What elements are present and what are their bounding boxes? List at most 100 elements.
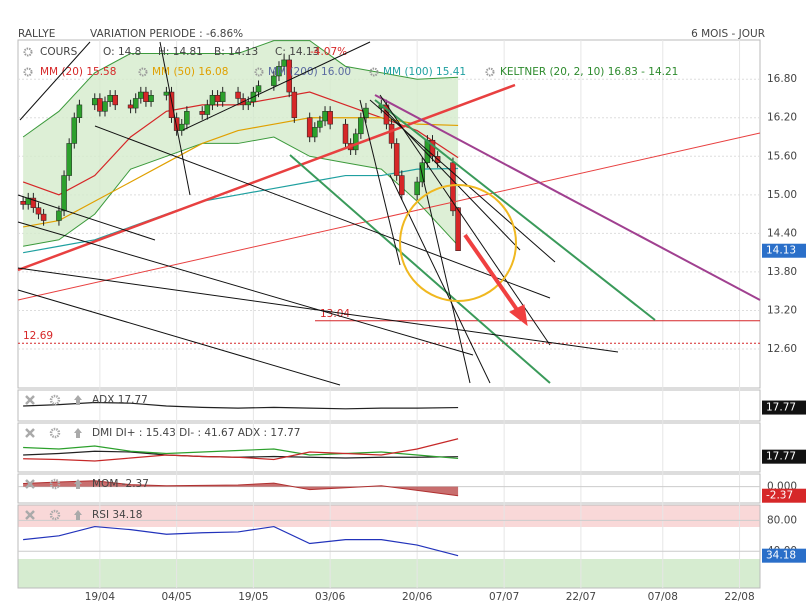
y-tick-label: 16.80 <box>767 73 797 85</box>
x-tick-label: 19/04 <box>85 591 116 603</box>
rsi-overbought-zone <box>18 505 760 527</box>
candle-body <box>184 111 190 125</box>
legend-entry: MM (50) 16.08 <box>152 66 228 78</box>
candle-body <box>327 111 333 125</box>
x-tick-label: 07/07 <box>489 591 519 603</box>
candle-body <box>291 91 298 118</box>
x-tick-label: 20/06 <box>402 591 433 603</box>
trend-line <box>19 41 91 121</box>
candle-body <box>97 98 103 112</box>
value-box-label: 17.77 <box>766 451 796 463</box>
trend-line <box>17 221 474 356</box>
highlight-circle <box>399 184 517 302</box>
trend-line <box>182 41 371 131</box>
move-icon <box>74 510 82 520</box>
candle-body <box>219 91 226 102</box>
legend-entry: MM (100) 15.41 <box>383 66 466 78</box>
candle-body <box>322 111 328 122</box>
candle-body <box>107 95 113 102</box>
close-icon <box>25 395 35 405</box>
indicator-title: RSI 34.18 <box>92 509 142 521</box>
candle-body <box>414 181 420 196</box>
drawings <box>17 41 761 386</box>
panel-frame <box>17 39 761 389</box>
candle-body <box>168 91 175 118</box>
candle-body <box>132 98 139 109</box>
trend-line <box>94 125 551 299</box>
trend-line <box>419 164 471 384</box>
indicator-line <box>23 525 459 557</box>
gear-icon <box>49 509 61 521</box>
trend-line <box>17 132 761 301</box>
legend-entry: C: 14.13 <box>275 46 319 58</box>
gear-icon <box>254 67 264 77</box>
indicator-title: DMI DI+ : 15.43 DI- : 41.67 ADX : 17.77 <box>92 427 300 439</box>
gear-icon <box>138 67 148 77</box>
move-icon <box>74 479 82 489</box>
candle-body <box>419 162 426 183</box>
trend-line <box>17 267 619 353</box>
indicator-area <box>23 480 459 496</box>
gear-icon <box>49 427 61 439</box>
candle-body <box>388 123 395 144</box>
indicator-title: ADX 17.77 <box>92 394 148 406</box>
close-icon <box>25 479 35 489</box>
candle-body <box>209 95 216 106</box>
candle-body <box>393 143 400 176</box>
candle-body <box>163 91 170 96</box>
close-icon <box>25 510 35 520</box>
trend-line <box>17 289 341 386</box>
y-tick-label: 16.20 <box>767 112 797 124</box>
legend-entry: H: 14.81 <box>158 46 203 58</box>
price-level-label: 12.69 <box>23 330 53 342</box>
candle-body <box>102 101 108 112</box>
move-icon <box>74 428 82 438</box>
y-tick-label: 80.00 <box>767 514 797 526</box>
legend-entry: MM (200) 16.00 <box>268 66 351 78</box>
legend-entry: B: 14.13 <box>214 46 258 58</box>
trend-line <box>289 154 551 384</box>
gear-icon <box>485 67 495 77</box>
candle-body <box>306 117 313 138</box>
trend-line <box>374 99 656 321</box>
variation: VARIATION PERIODE : -6.86% <box>90 28 243 40</box>
value-box-label: -2.37 <box>766 490 793 502</box>
x-tick-label: 04/05 <box>162 591 192 603</box>
gear-icon <box>23 47 33 57</box>
legend-entry: O: 14.8 <box>103 46 141 58</box>
legend-entry: KELTNER (20, 2, 10) 16.83 - 14.21 <box>500 66 678 78</box>
candle-body <box>112 95 118 106</box>
symbol: RALLYE <box>18 28 55 40</box>
candle-body <box>276 66 282 77</box>
panel-frame <box>17 422 761 473</box>
x-tick-label: 07/08 <box>648 591 678 603</box>
keltner-band <box>23 40 459 247</box>
trend-line <box>384 109 521 251</box>
gear-icon <box>49 478 61 490</box>
indicator-line <box>23 401 459 410</box>
trend-line <box>389 174 491 384</box>
candle-body <box>143 91 149 102</box>
candle-body <box>138 91 144 99</box>
candle-body <box>245 101 252 106</box>
candle-body <box>127 104 134 109</box>
candle-body <box>317 120 323 128</box>
candle-body <box>204 104 211 115</box>
candle-body <box>286 59 292 93</box>
value-box-label: 34.18 <box>766 550 796 562</box>
candle-body <box>214 95 221 102</box>
trend-line <box>17 194 156 241</box>
value-box-label: 17.77 <box>766 402 796 414</box>
candle-body <box>342 123 349 144</box>
y-tick-label: 15.60 <box>767 150 797 162</box>
close-icon <box>25 428 35 438</box>
trend-line <box>374 94 761 301</box>
panel-frame <box>17 389 761 422</box>
candle-body <box>312 127 318 138</box>
candle-body <box>235 91 241 99</box>
candle-body <box>148 95 154 102</box>
gear-icon <box>49 394 61 406</box>
last-price-label: 14.13 <box>766 245 796 257</box>
keltner-upper <box>22 40 459 138</box>
